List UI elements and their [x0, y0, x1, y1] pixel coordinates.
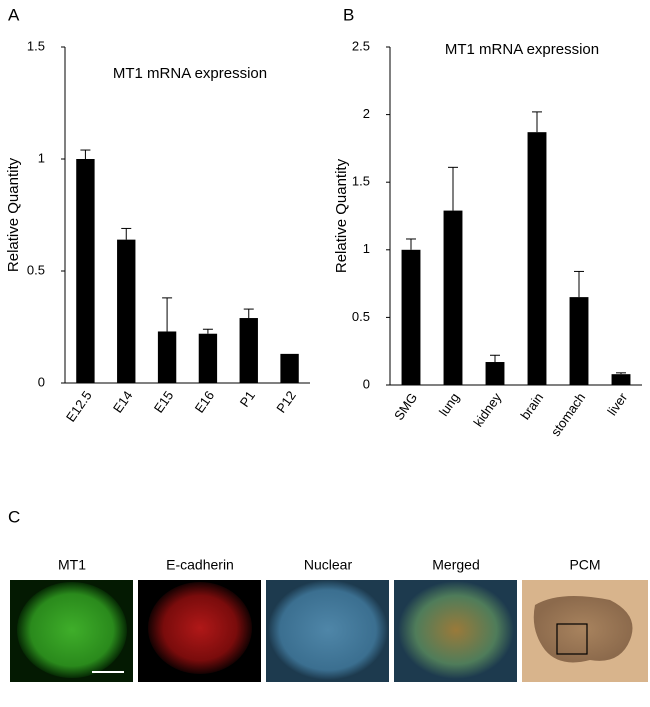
image-row: [10, 580, 648, 682]
y-tick-label: 0: [363, 376, 370, 391]
bar: [76, 159, 95, 383]
panel-label: B: [343, 5, 354, 24]
bar: [443, 210, 463, 385]
x-tick-label: brain: [517, 390, 546, 422]
x-tick-label: E16: [192, 388, 218, 416]
image-caption: Merged: [432, 557, 479, 573]
y-tick-label: 2: [363, 106, 370, 121]
y-tick-label: 0.5: [352, 309, 370, 324]
image-caption: Nuclear: [304, 557, 353, 573]
y-tick-label: 1.5: [352, 174, 370, 189]
y-tick-label: 1: [38, 150, 45, 165]
x-tick-label: lung: [436, 390, 462, 419]
bar: [611, 374, 631, 385]
mt1-tissue: [17, 582, 127, 678]
x-tick-label: stomach: [548, 390, 588, 439]
nuclear-tissue: [268, 580, 388, 680]
image-caption: E-cadherin: [166, 557, 234, 573]
y-tick-label: 0.5: [27, 262, 45, 277]
pcm-tissue: [533, 596, 633, 663]
x-tick-label: SMG: [391, 390, 420, 423]
bar: [527, 132, 547, 385]
chart-title: MT1 mRNA expression: [445, 41, 599, 58]
pcm-inset-box: [556, 623, 588, 655]
bar: [485, 362, 505, 385]
ecadherin-tissue: [148, 582, 252, 674]
x-tick-label: P12: [273, 388, 299, 416]
y-tick-label: 1: [363, 241, 370, 256]
x-tick-label: E12.5: [63, 388, 95, 424]
image-caption: MT1: [58, 557, 86, 573]
panel-label: A: [8, 5, 20, 24]
x-tick-label: kidney: [470, 390, 504, 430]
image-caption: PCM: [569, 557, 600, 573]
bar: [569, 297, 589, 385]
x-tick-label: P1: [237, 388, 258, 410]
chart-title: MT1 mRNA expression: [113, 65, 267, 82]
x-tick-label: E15: [151, 388, 177, 416]
bar: [239, 318, 258, 383]
y-axis-label: Relative Quantity: [5, 157, 22, 272]
bar: [198, 333, 218, 383]
x-tick-label: liver: [604, 390, 630, 419]
bar: [157, 331, 177, 383]
y-tick-label: 0: [38, 374, 45, 389]
y-tick-label: 2.5: [352, 38, 370, 53]
x-tick-label: E14: [110, 388, 136, 416]
merged-tissue: [398, 581, 514, 679]
bar: [117, 239, 136, 383]
bar: [280, 353, 299, 383]
bar: [401, 249, 421, 385]
panel-label: C: [8, 507, 20, 526]
y-axis-label: Relative Quantity: [333, 158, 350, 273]
y-tick-label: 1.5: [27, 38, 45, 53]
